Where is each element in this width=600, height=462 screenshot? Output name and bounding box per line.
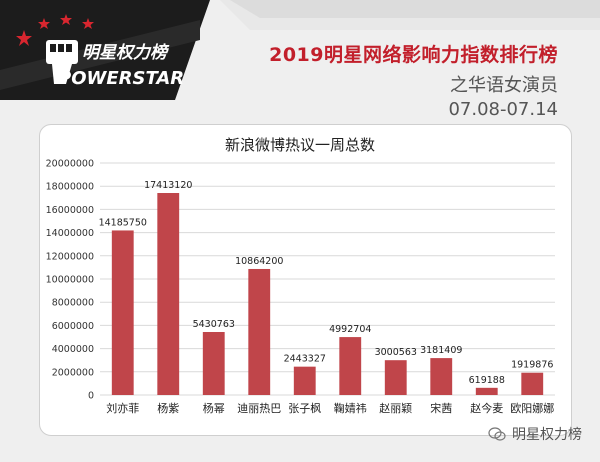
data-label: 3000563 — [375, 347, 417, 358]
data-label: 619188 — [469, 375, 505, 386]
data-label: 1919876 — [511, 360, 553, 371]
bar — [293, 366, 316, 395]
y-tick-label: 14000000 — [46, 228, 94, 239]
y-tick-label: 8000000 — [52, 298, 94, 309]
page-subtitle: 之华语女演员 — [450, 75, 558, 96]
y-tick-label: 10000000 — [46, 275, 94, 286]
x-tick-label: 刘亦菲 — [106, 401, 139, 415]
y-tick-label: 20000000 — [46, 159, 94, 170]
x-tick-label: 赵丽颖 — [379, 401, 412, 415]
title-block: 2019明星网络影响力指数排行榜 之华语女演员 07.08-07.14 — [269, 40, 558, 120]
logo: 明星权力榜 POWERSTAR — [0, 0, 220, 100]
data-label: 2443327 — [284, 354, 326, 365]
x-tick-label: 鞠婧祎 — [334, 401, 367, 415]
x-tick-label: 欧阳娜娜 — [510, 401, 554, 415]
header-background — [0, 0, 600, 100]
y-tick-label: 4000000 — [52, 344, 94, 355]
data-label: 5430763 — [193, 319, 235, 330]
y-tick-label: 6000000 — [52, 321, 94, 332]
logo-text-en: POWERSTAR — [58, 68, 184, 89]
data-label: 10864200 — [235, 256, 283, 267]
y-tick-label: 18000000 — [46, 182, 94, 193]
bar — [430, 358, 453, 395]
watermark: 明星权力榜 — [488, 424, 582, 444]
y-tick-label: 0 — [88, 391, 94, 402]
x-tick-label: 宋茜 — [430, 401, 452, 415]
data-label: 17413120 — [144, 180, 192, 191]
data-label: 3181409 — [420, 345, 462, 356]
fist-icon — [46, 40, 78, 84]
watermark-text: 明星权力榜 — [512, 427, 582, 443]
data-label: 4992704 — [329, 324, 371, 335]
x-tick-label: 张子枫 — [288, 401, 321, 415]
chart-title: 新浪微博热议一周总数 — [224, 136, 375, 154]
bar — [111, 230, 134, 395]
x-tick-label: 杨紫 — [157, 401, 179, 415]
bar — [384, 360, 407, 395]
x-tick-label: 迪丽热巴 — [237, 402, 281, 415]
data-label: 14185750 — [99, 217, 147, 228]
page-title: 2019明星网络影响力指数排行榜 — [269, 44, 558, 66]
bar — [475, 387, 498, 395]
header: 明星权力榜 POWERSTAR 2019明星网络影响力指数排行榜 之华语女演员 … — [0, 0, 600, 120]
bar — [339, 337, 362, 395]
bar — [521, 372, 544, 395]
logo-text-cn: 明星权力榜 — [82, 43, 170, 63]
y-tick-label: 2000000 — [52, 367, 94, 378]
bar — [202, 332, 225, 395]
bar — [157, 193, 180, 395]
x-tick-label: 杨幂 — [203, 401, 225, 415]
star-icon — [16, 14, 94, 46]
y-tick-label: 16000000 — [46, 205, 94, 216]
y-tick-label: 12000000 — [46, 251, 94, 262]
wechat-icon — [488, 427, 506, 441]
x-tick-label: 赵今麦 — [470, 401, 503, 415]
bar — [248, 268, 271, 395]
date-range: 07.08-07.14 — [448, 99, 558, 120]
